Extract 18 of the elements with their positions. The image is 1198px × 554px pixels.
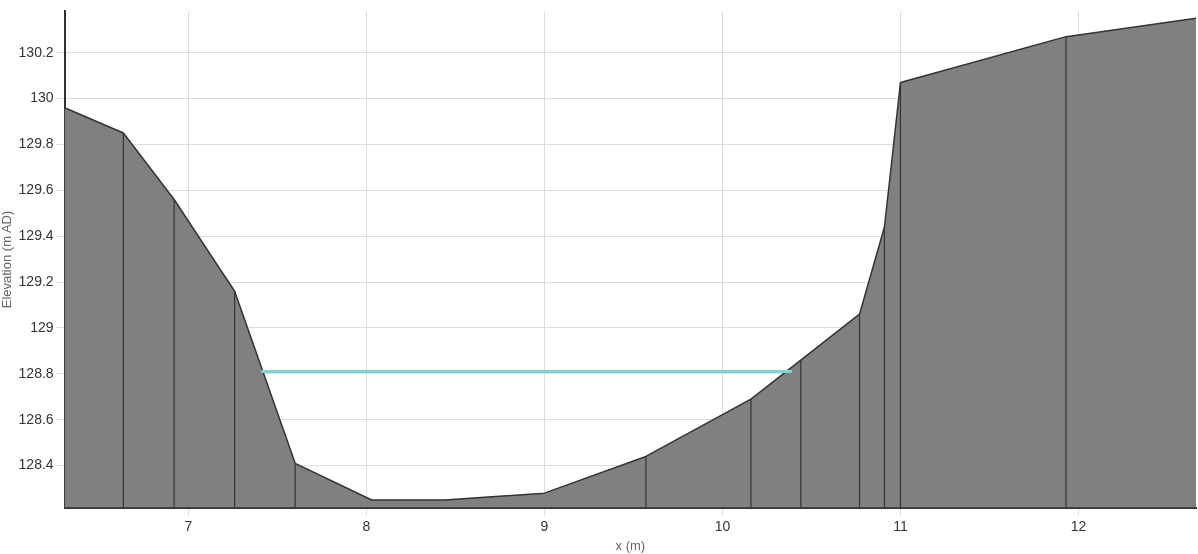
x-tick-label: 9	[540, 517, 549, 534]
y-tick-label: 129.2	[18, 272, 54, 289]
x-tick-label: 10	[714, 517, 731, 534]
x-tick-label: 12	[1070, 517, 1087, 534]
x-axis-title: x (m)	[615, 537, 646, 553]
y-tick-label: 130.2	[18, 43, 54, 60]
y-tick-label: 129.4	[18, 227, 54, 244]
y-tick-label: 129.6	[18, 181, 54, 198]
x-tick-label: 7	[184, 517, 193, 534]
x-tick-label: 11	[893, 517, 908, 534]
y-tick-label: 128.6	[18, 410, 54, 427]
y-tick-label: 129.8	[18, 135, 54, 152]
y-tick-label: 128.4	[18, 456, 54, 473]
x-tick-label: 8	[362, 517, 371, 534]
y-axis-title: Elevation (m AD)	[0, 210, 15, 309]
y-tick-label: 129	[30, 318, 54, 335]
y-tick-label: 128.8	[18, 364, 54, 381]
y-tick-label: 130	[30, 89, 54, 106]
